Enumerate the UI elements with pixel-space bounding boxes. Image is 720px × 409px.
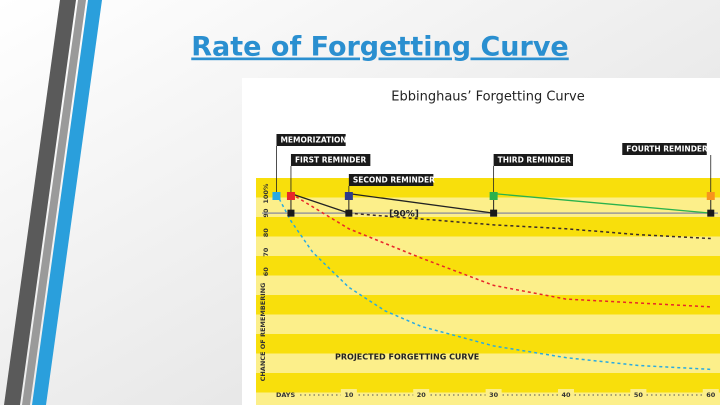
reminder-label-box — [622, 143, 707, 155]
x-tick-label: 40 — [561, 391, 571, 399]
reminder-label-box — [493, 154, 574, 166]
x-tick-bg — [340, 389, 357, 401]
series-line — [290, 192, 494, 214]
x-tick-bg — [702, 389, 719, 401]
y-axis-label: CHANCE OF REMEMBERING — [259, 283, 267, 382]
reminder-marker — [489, 192, 498, 200]
x-tick-label: 10 — [344, 391, 354, 399]
x-tick-bg — [485, 389, 502, 401]
annotation: PROJECTED FORGETTING CURVE — [335, 353, 479, 362]
x-tick-label: 30 — [489, 391, 499, 399]
reminder-label: SECOND REMINDER — [353, 176, 435, 185]
chart-title: Ebbinghaus’ Forgetting Curve — [391, 90, 584, 105]
x-axis-label: DAYS — [276, 391, 296, 399]
series-line — [348, 212, 711, 240]
reminder-label-box — [290, 154, 371, 166]
y-tick-label: 100% — [262, 183, 270, 204]
series-line — [290, 192, 711, 308]
reminder-label-box — [276, 134, 346, 146]
y-tick-label: 80 — [262, 228, 270, 238]
x-tick-bg — [413, 389, 430, 401]
reminder-marker — [344, 192, 353, 200]
review-marker — [287, 209, 295, 217]
reminder-label: FIRST REMINDER — [295, 156, 367, 165]
decor-stripe — [22, 0, 86, 405]
x-tick-bg — [630, 389, 647, 401]
reminder-label: MEMORIZATION — [280, 136, 346, 145]
reminder-label: THIRD REMINDER — [498, 156, 572, 165]
plot-area — [256, 178, 720, 405]
y-tick-label: 60 — [262, 267, 270, 277]
x-tick-label: 20 — [417, 391, 427, 399]
review-marker — [707, 209, 715, 217]
y-tick-label: 70 — [262, 247, 270, 257]
review-marker — [345, 209, 353, 217]
series-line — [493, 192, 711, 214]
x-tick-label: 60 — [706, 391, 716, 399]
reminder-marker — [706, 192, 715, 200]
decor-stripe — [32, 0, 102, 405]
slide-title: Rate of Forgetting Curve — [191, 32, 568, 63]
reminder-marker — [286, 192, 295, 200]
reminder-marker — [272, 192, 281, 200]
series-line — [275, 193, 711, 371]
decor-stripe — [4, 0, 76, 405]
review-marker — [490, 209, 498, 217]
x-tick-label: 50 — [634, 391, 644, 399]
reminder-label: FOURTH REMINDER — [626, 145, 708, 154]
target-label: [90%] — [389, 210, 419, 220]
reminder-label-box — [348, 174, 434, 186]
x-tick-bg — [558, 389, 574, 401]
